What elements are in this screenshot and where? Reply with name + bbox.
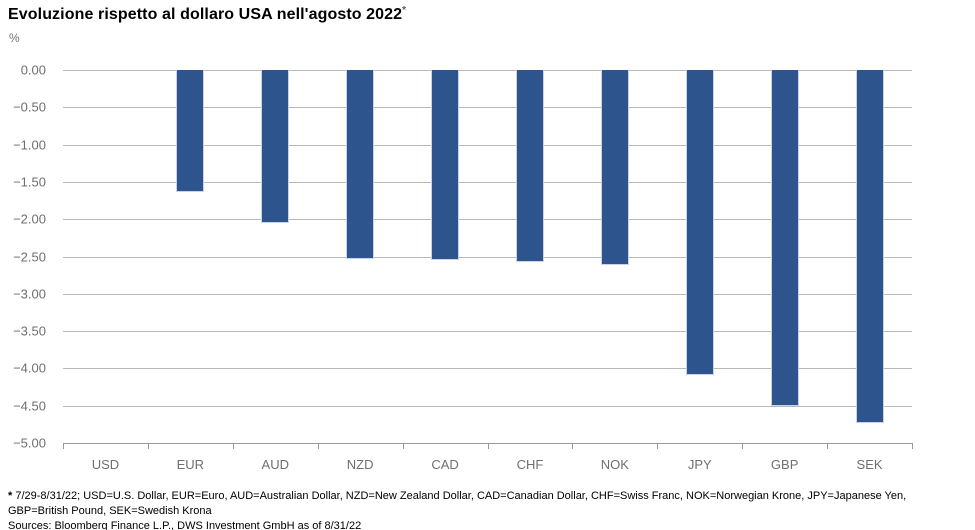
gridline [63,70,912,71]
gridline [63,181,912,183]
footnote-line-1: * 7/29-8/31/22; USD=U.S. Dollar, EUR=Eur… [8,489,968,519]
x-axis-tick [63,443,64,449]
x-axis-tick [742,443,744,449]
gridline [63,107,912,109]
bar-nzd [346,70,375,259]
y-tick-label: −4.00 [13,360,46,376]
bar-eur [176,70,205,192]
x-tick-label-nzd: NZD [346,457,374,472]
x-tick-label-gbp: GBP [770,457,799,472]
x-tick-label-sek: SEK [856,457,883,472]
x-axis-tick [912,443,913,449]
y-tick-label: −3.50 [13,323,46,339]
bar-gbp [770,70,799,407]
y-tick-label: −1.50 [13,174,46,190]
y-tick-label: −4.50 [13,398,46,414]
y-tick-label: −3.00 [13,286,46,302]
footnote-line-2: Sources: Bloomberg Finance L.P., DWS Inv… [8,520,362,530]
bar-cad [431,70,460,261]
x-axis-tick [402,443,404,449]
bar-chf [515,70,544,262]
x-axis-tick [147,443,149,449]
y-tick-label: −1.00 [13,137,46,153]
x-tick-label-jpy: JPY [687,457,712,472]
x-axis-tick [487,443,489,449]
bar-nok [600,70,629,265]
y-tick-label: −2.50 [13,249,46,264]
footnote-line-1-text: 7/29-8/31/22; USD=U.S. Dollar, EUR=Euro,… [8,490,907,517]
y-tick-label: −2.00 [13,211,46,227]
gridline [63,368,912,370]
y-tick-label: 0.00 [20,62,46,78]
bar-sek [855,70,884,423]
plot-area [63,70,912,444]
gridline [63,256,912,258]
y-axis-unit-label: % [9,31,20,45]
chart-title: Evoluzione rispetto al dollaro USA nell'… [8,5,406,24]
gridline [63,219,912,221]
chart-title-note-marker: * [402,5,407,16]
bar-jpy [685,70,714,376]
y-tick-label: −5.00 [13,435,46,451]
x-axis-tick [572,443,574,449]
x-tick-label-nok: NOK [600,457,629,472]
gridline [63,331,912,333]
footnote: * 7/29-8/31/22; USD=U.S. Dollar, EUR=Eur… [8,489,968,530]
y-tick-label: −0.50 [13,99,46,115]
footnote-marker: * [8,490,13,502]
bar-aud [261,70,290,223]
gridline [63,405,912,407]
x-tick-label-eur: EUR [176,457,205,472]
gridline [63,144,912,146]
x-tick-label-cad: CAD [431,457,459,472]
x-tick-label-aud: AUD [261,457,289,472]
gridline [63,293,912,295]
x-axis-tick [827,443,829,449]
x-axis-tick [657,443,659,449]
x-axis-tick-strip [63,443,913,450]
x-tick-label-chf: CHF [516,457,544,472]
x-axis-tick [317,443,319,449]
x-axis: USD EUR AUD NZD CAD CHF NOK JPY GBP SEK [63,457,912,477]
x-axis-tick [232,443,234,449]
y-axis: 0.00 −0.50 −1.00 −1.50 −2.00 −2.50 −3.00 −3.50 −… [0,63,46,451]
x-tick-label-usd: USD [91,457,120,472]
chart-title-text: Evoluzione rispetto al dollaro USA nell'… [8,6,403,23]
